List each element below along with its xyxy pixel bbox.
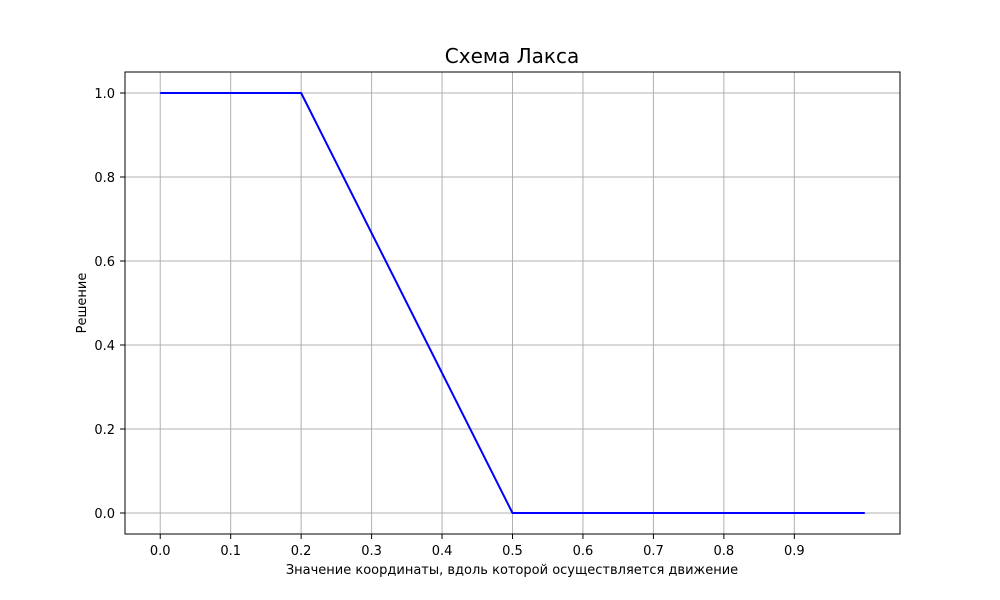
x-tick-label: 0.9 — [784, 544, 805, 559]
x-tick-label: 0.0 — [150, 544, 171, 559]
tick-layer: 0.0 0.1 0.2 0.3 0.4 0.5 0.6 0.7 0.8 0.9 0.0 0.2 0.4 0… — [94, 87, 804, 559]
x-tick-label: 0.5 — [502, 544, 523, 559]
series-line-solution — [160, 92, 865, 514]
x-tick-label: 0.7 — [643, 544, 664, 559]
x-tick-label: 0.8 — [714, 544, 735, 559]
y-tick-label: 0.2 — [94, 423, 115, 438]
grid-layer — [125, 72, 900, 534]
y-axis-label: Решение — [75, 273, 90, 334]
series-layer — [160, 92, 865, 514]
y-tick-label: 0.8 — [94, 171, 115, 186]
x-tick-label: 0.2 — [291, 544, 312, 559]
x-tick-label: 0.4 — [432, 544, 453, 559]
y-tick-label: 0.4 — [94, 339, 115, 354]
x-axis-label: Значение координаты, вдоль которой осуще… — [286, 563, 738, 578]
y-tick-label: 0.6 — [94, 255, 115, 270]
chart-title: Схема Лакса — [445, 44, 579, 68]
x-tick-label: 0.3 — [361, 544, 382, 559]
x-tick-label: 0.6 — [573, 544, 594, 559]
y-tick-label: 0.0 — [94, 507, 115, 522]
y-tick-label: 1.0 — [94, 87, 115, 102]
x-tick-label: 0.1 — [220, 544, 241, 559]
